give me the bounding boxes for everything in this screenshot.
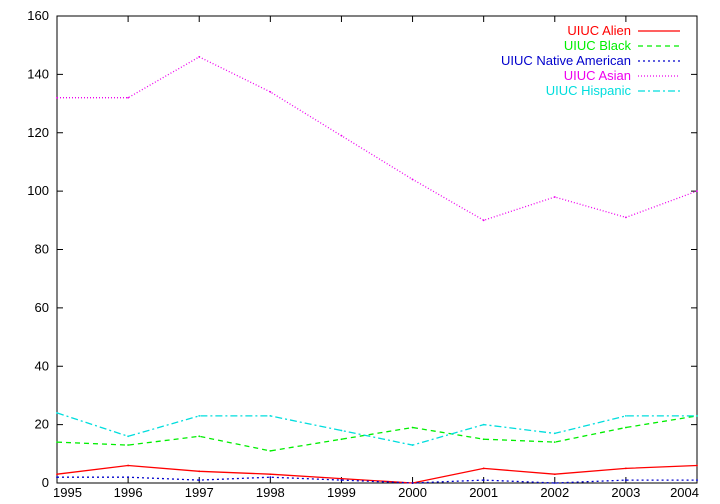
y-tick-label: 20	[35, 417, 49, 432]
x-tick-label: 2001	[469, 485, 498, 500]
x-tick-label: 2002	[540, 485, 569, 500]
data-point	[553, 441, 556, 444]
series-line-4	[57, 56, 698, 222]
y-tick-label: 60	[35, 300, 49, 315]
data-point	[482, 423, 485, 426]
data-point	[127, 435, 130, 438]
legend-label: UIUC Native American	[501, 53, 631, 68]
x-tick-label: 1999	[327, 485, 356, 500]
legend-label: UIUC Hispanic	[546, 83, 632, 98]
data-point	[553, 432, 556, 435]
data-point	[56, 476, 58, 479]
data-point	[696, 414, 698, 417]
data-point	[553, 482, 556, 484]
y-tick-label: 120	[27, 125, 49, 140]
data-point	[482, 479, 485, 481]
data-point	[411, 426, 414, 429]
data-point	[696, 190, 698, 193]
data-point	[198, 414, 201, 417]
data-point	[624, 426, 627, 429]
y-tick-label: 0	[42, 475, 49, 490]
data-point	[696, 464, 698, 467]
data-point	[56, 441, 58, 444]
y-tick-label: 160	[27, 8, 49, 23]
data-point	[127, 444, 130, 446]
series-line-3	[57, 476, 697, 484]
x-tick-label: 1996	[114, 485, 143, 500]
data-point	[624, 467, 627, 470]
x-tick-label: 1998	[256, 485, 285, 500]
data-point	[624, 479, 627, 481]
data-point	[411, 178, 414, 181]
data-point	[340, 134, 343, 137]
data-point	[553, 473, 556, 476]
legend-label: UIUC Black	[564, 38, 632, 53]
x-tick-label: 1997	[185, 485, 214, 500]
data-point	[340, 438, 343, 441]
x-tick-label: 2003	[611, 485, 640, 500]
data-point	[198, 435, 201, 438]
data-point	[482, 219, 485, 222]
data-point	[482, 438, 485, 441]
data-point	[553, 196, 556, 198]
data-point	[269, 473, 272, 476]
legend-label: UIUC Asian	[564, 68, 631, 83]
data-point	[340, 477, 343, 480]
data-point	[198, 470, 201, 473]
legend-label: UIUC Alien	[567, 23, 631, 38]
data-point	[56, 412, 58, 414]
y-tick-label: 40	[35, 358, 49, 373]
data-point	[411, 482, 414, 484]
data-point	[696, 479, 698, 481]
data-point	[411, 444, 414, 446]
y-tick-label: 100	[27, 183, 49, 198]
data-point	[127, 476, 130, 479]
data-point	[127, 96, 130, 99]
data-point	[624, 414, 627, 417]
data-point	[127, 464, 130, 467]
data-point	[624, 216, 627, 219]
x-tick-label: 2000	[398, 485, 427, 500]
series-line-2	[56, 415, 698, 452]
data-point	[269, 449, 272, 452]
series-line-5	[56, 412, 697, 446]
data-point	[269, 476, 272, 479]
data-point	[482, 467, 485, 470]
data-point	[56, 96, 58, 99]
data-point	[269, 90, 272, 93]
data-point	[340, 479, 343, 481]
data-point	[56, 473, 58, 476]
data-point	[198, 55, 201, 58]
y-tick-label: 80	[35, 242, 49, 257]
y-tick-label: 140	[27, 66, 49, 81]
data-point	[340, 429, 343, 432]
x-tick-label: 1995	[53, 485, 82, 500]
x-tick-label: 2004	[670, 485, 699, 500]
data-point	[269, 414, 272, 417]
data-point	[198, 479, 201, 481]
series-line-1	[56, 464, 698, 484]
